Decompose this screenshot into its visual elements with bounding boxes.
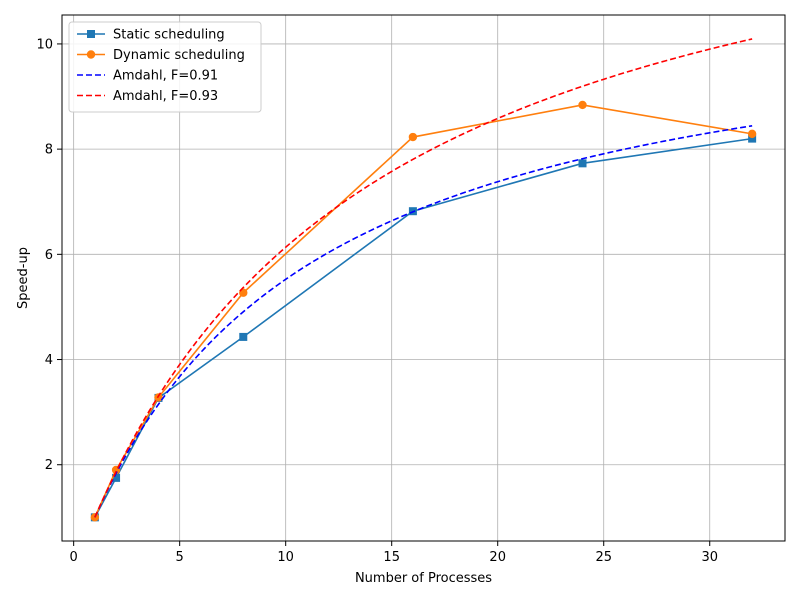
y-tick-label: 8 (45, 143, 53, 158)
y-tick-label: 2 (45, 458, 53, 473)
ticks: 0 5 10 15 20 25 30 2 4 6 8 10 (36, 37, 718, 565)
x-tick-label: 5 (176, 550, 184, 565)
series-line-amdahl-f-0-91 (94, 125, 753, 518)
y-tick-label: 4 (45, 353, 53, 368)
y-axis-label: Speed-up (16, 247, 31, 309)
y-tick-label: 6 (45, 248, 53, 263)
legend: Static scheduling Dynamic scheduling Amdah… (68, 21, 262, 113)
legend-label: Amdahl, F=0.93 (113, 89, 218, 104)
legend-marker (86, 50, 96, 59)
x-tick-label: 0 (70, 550, 78, 565)
data-point (112, 473, 121, 482)
x-tick-label: 25 (595, 550, 612, 565)
legend-label: Amdahl, F=0.91 (113, 69, 218, 84)
plot-frame (61, 14, 786, 542)
x-tick-label: 20 (489, 550, 506, 565)
data-point (747, 129, 757, 139)
x-axis-label: Number of Processes (355, 571, 492, 586)
x-tick-label: 30 (701, 550, 718, 565)
series-line-dynamic-scheduling (94, 104, 753, 518)
series-layer (90, 38, 757, 522)
series-line-static-scheduling (94, 137, 753, 518)
x-tick-label: 15 (383, 550, 400, 565)
data-point (748, 134, 757, 143)
legend-box (68, 21, 262, 113)
data-point (578, 159, 587, 168)
legend-label: Dynamic scheduling (113, 48, 245, 63)
series-line-amdahl-f-0-93 (94, 38, 753, 518)
data-point (239, 332, 248, 341)
data-point (578, 100, 587, 110)
legend-marker (87, 30, 95, 38)
data-point (408, 132, 418, 142)
y-tick-label: 10 (36, 37, 53, 52)
legend-label: Static scheduling (113, 28, 225, 43)
x-tick-label: 10 (277, 550, 294, 565)
